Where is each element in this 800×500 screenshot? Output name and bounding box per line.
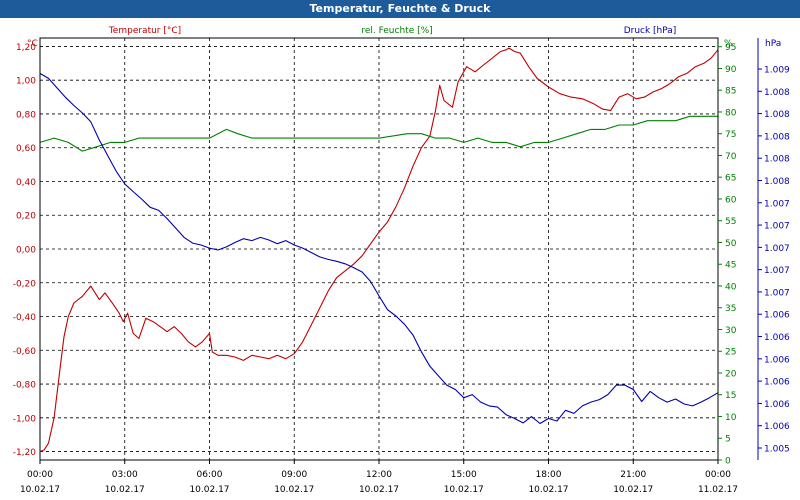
press-tick-label: 1.007 <box>764 244 790 254</box>
hum-unit-label: % <box>724 39 733 49</box>
hum-tick-label: 75 <box>725 130 736 140</box>
chart-axes: 1,20 1,00 0,80 0,60 0,40 0,20 0,00 -0,20 -0,40 -0… <box>13 26 790 495</box>
press-tick-label: 1.006 <box>764 311 790 321</box>
hum-tick-label: 0 <box>725 457 731 467</box>
press-tick-label: 1.006 <box>764 422 790 432</box>
plot-frame <box>39 37 719 461</box>
x-tick-time: 18:00 <box>536 470 562 480</box>
x-tick-time: 00:00 <box>27 470 53 480</box>
x-tick-time: 00:00 <box>705 470 731 480</box>
x-tick-time: 06:00 <box>197 470 223 480</box>
x-tick-date: 11.02.17 <box>698 485 738 495</box>
press-tick-label: 1.008 <box>764 132 790 142</box>
temp-tick-label: -0,20 <box>13 279 37 289</box>
legend-temp: Temperatur [°C] <box>108 26 181 36</box>
hum-tick-label: 70 <box>725 152 737 162</box>
hum-tick-label: 20 <box>725 369 737 379</box>
hum-tick-label: 50 <box>725 239 737 249</box>
press-tick-label: 1.007 <box>764 222 790 232</box>
temp-tick-label: 1,00 <box>16 77 36 87</box>
x-tick-date: 10.02.17 <box>105 485 145 495</box>
chart-series <box>39 47 719 453</box>
hum-tick-label: 60 <box>725 195 737 205</box>
x-tick-time: 03:00 <box>112 470 138 480</box>
temp-tick-label: 0,60 <box>16 144 36 154</box>
hum-tick-label: 85 <box>725 87 736 97</box>
weather-chart: 1,20 1,00 0,80 0,60 0,40 0,20 0,00 -0,20 -0,40 -0… <box>13 26 790 495</box>
press-tick-label: 1.006 <box>764 355 790 365</box>
series-line-hum <box>39 115 718 152</box>
temp-tick-label: 0,40 <box>16 178 36 188</box>
legend-hum: rel. Feuchte [%] <box>361 26 432 36</box>
x-tick-time: 12:00 <box>366 470 392 480</box>
hum-tick-label: 30 <box>725 326 737 336</box>
hum-tick-label: 65 <box>725 174 736 184</box>
press-tick-label: 1.005 <box>764 445 790 455</box>
x-tick-time: 09:00 <box>281 470 307 480</box>
series-line-temp <box>39 47 719 453</box>
hum-tick-label: 80 <box>725 108 737 118</box>
press-tick-label: 1.007 <box>764 266 790 276</box>
hum-tick-label: 95 <box>725 43 736 53</box>
hum-tick-label: 15 <box>725 391 736 401</box>
x-tick-date: 10.02.17 <box>528 485 568 495</box>
temp-tick-label: -1,00 <box>13 414 37 424</box>
press-tick-label: 1.006 <box>764 400 790 410</box>
hum-tick-label: 40 <box>725 282 737 292</box>
x-tick-time: 15:00 <box>451 470 477 480</box>
press-tick-label: 1.008 <box>764 177 790 187</box>
hum-tick-label: 90 <box>725 65 737 75</box>
press-tick-label: 1.008 <box>764 155 790 165</box>
temp-tick-label: -0,80 <box>13 381 37 391</box>
x-tick-date: 10.02.17 <box>359 485 399 495</box>
temp-tick-label: -1,20 <box>13 448 37 458</box>
press-unit-label: hPa <box>765 39 781 49</box>
hum-tick-label: 10 <box>725 413 737 423</box>
x-tick-date: 10.02.17 <box>189 485 229 495</box>
temp-tick-label: 0,20 <box>16 212 36 222</box>
x-tick-date: 10.02.17 <box>444 485 484 495</box>
press-tick-label: 1.007 <box>764 199 790 209</box>
hum-tick-label: 25 <box>725 348 736 358</box>
x-tick-date: 10.02.17 <box>20 485 60 495</box>
x-tick-time: 21:00 <box>620 470 646 480</box>
press-tick-label: 1.006 <box>764 333 790 343</box>
press-tick-label: 1.007 <box>764 288 790 298</box>
temp-unit-label: °C <box>27 39 38 49</box>
hum-tick-label: 5 <box>725 435 731 445</box>
x-tick-date: 10.02.17 <box>274 485 314 495</box>
press-tick-label: 1.009 <box>764 66 790 76</box>
temp-tick-label: -0,60 <box>13 347 37 357</box>
chart-grid <box>40 38 718 460</box>
hum-tick-label: 35 <box>725 304 736 314</box>
temp-tick-label: -0,40 <box>13 313 37 323</box>
x-tick-date: 10.02.17 <box>613 485 653 495</box>
press-tick-label: 1.008 <box>764 88 790 98</box>
temp-tick-label: 0,00 <box>16 246 36 256</box>
hum-tick-label: 45 <box>725 261 736 271</box>
window-title: Temperatur, Feuchte & Druck <box>0 0 800 18</box>
temp-tick-label: 1,20 <box>16 43 36 53</box>
temp-tick-label: 0,80 <box>16 110 36 120</box>
legend-press: Druck [hPa] <box>624 26 677 36</box>
press-tick-label: 1.008 <box>764 110 790 120</box>
hum-tick-label: 55 <box>725 217 736 227</box>
press-tick-label: 1.006 <box>764 378 790 388</box>
series-line-press <box>39 72 719 425</box>
